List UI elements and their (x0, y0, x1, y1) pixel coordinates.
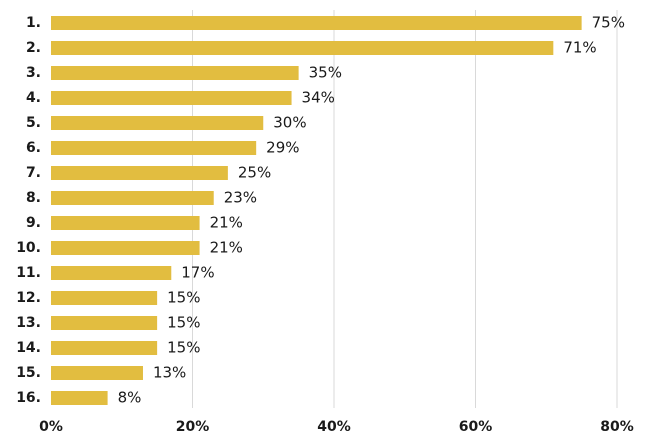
bar (51, 16, 582, 30)
x-axis-tick-labels: 0% 20% 40% 60% 80% (39, 419, 634, 435)
bar (51, 41, 554, 55)
bars (51, 16, 582, 405)
value-label: 17% (181, 264, 214, 282)
value-label: 15% (167, 314, 200, 332)
value-labels: 75% 71% 35% 34% 30% 29% 25% 23% 21% 21% 17% 15% 15% 1… (118, 14, 625, 407)
x-tick-label: 60% (459, 419, 493, 435)
value-label: 25% (238, 164, 271, 182)
bar (51, 241, 200, 255)
value-label: 30% (273, 114, 306, 132)
x-tick-label: 40% (317, 419, 351, 435)
category-label: 6. (26, 140, 41, 156)
x-tick-label: 0% (39, 419, 63, 435)
value-label: 21% (210, 214, 243, 232)
category-labels: 1. 2. 3. 4. 5. 6. 7. 8. 9. 10. 11. 12. 13. 14. 15. 16. (16, 15, 41, 406)
bar (51, 116, 264, 130)
bar (51, 66, 299, 80)
gridlines (192, 10, 618, 408)
value-label: 75% (592, 14, 625, 32)
x-tick-label: 80% (600, 419, 634, 435)
value-label: 15% (167, 339, 200, 357)
value-label: 71% (563, 39, 596, 57)
category-label: 1. (26, 15, 41, 31)
category-label: 10. (16, 240, 41, 256)
category-label: 12. (16, 290, 41, 306)
category-label: 2. (26, 40, 41, 56)
category-label: 8. (26, 190, 41, 206)
category-label: 5. (26, 115, 41, 131)
category-label: 3. (26, 65, 41, 81)
value-label: 23% (224, 189, 257, 207)
bar (51, 266, 172, 280)
category-label: 4. (26, 90, 41, 106)
category-label: 7. (26, 165, 41, 181)
bar (51, 216, 200, 230)
bar (51, 191, 214, 205)
bar (51, 316, 158, 330)
bar (51, 366, 143, 380)
bar (51, 141, 257, 155)
category-label: 13. (16, 315, 41, 331)
category-label: 16. (16, 390, 41, 406)
bar (51, 341, 158, 355)
value-label: 34% (302, 89, 335, 107)
category-label: 15. (16, 365, 41, 381)
category-label: 11. (16, 265, 41, 281)
value-label: 35% (309, 64, 342, 82)
bar (51, 91, 292, 105)
value-label: 8% (118, 389, 142, 407)
category-label: 9. (26, 215, 41, 231)
value-label: 15% (167, 289, 200, 307)
bar (51, 391, 108, 405)
category-label: 14. (16, 340, 41, 356)
bar (51, 166, 228, 180)
value-label: 29% (266, 139, 299, 157)
x-tick-label: 20% (176, 419, 210, 435)
value-label: 21% (210, 239, 243, 257)
value-label: 13% (153, 364, 186, 382)
bar (51, 291, 158, 305)
